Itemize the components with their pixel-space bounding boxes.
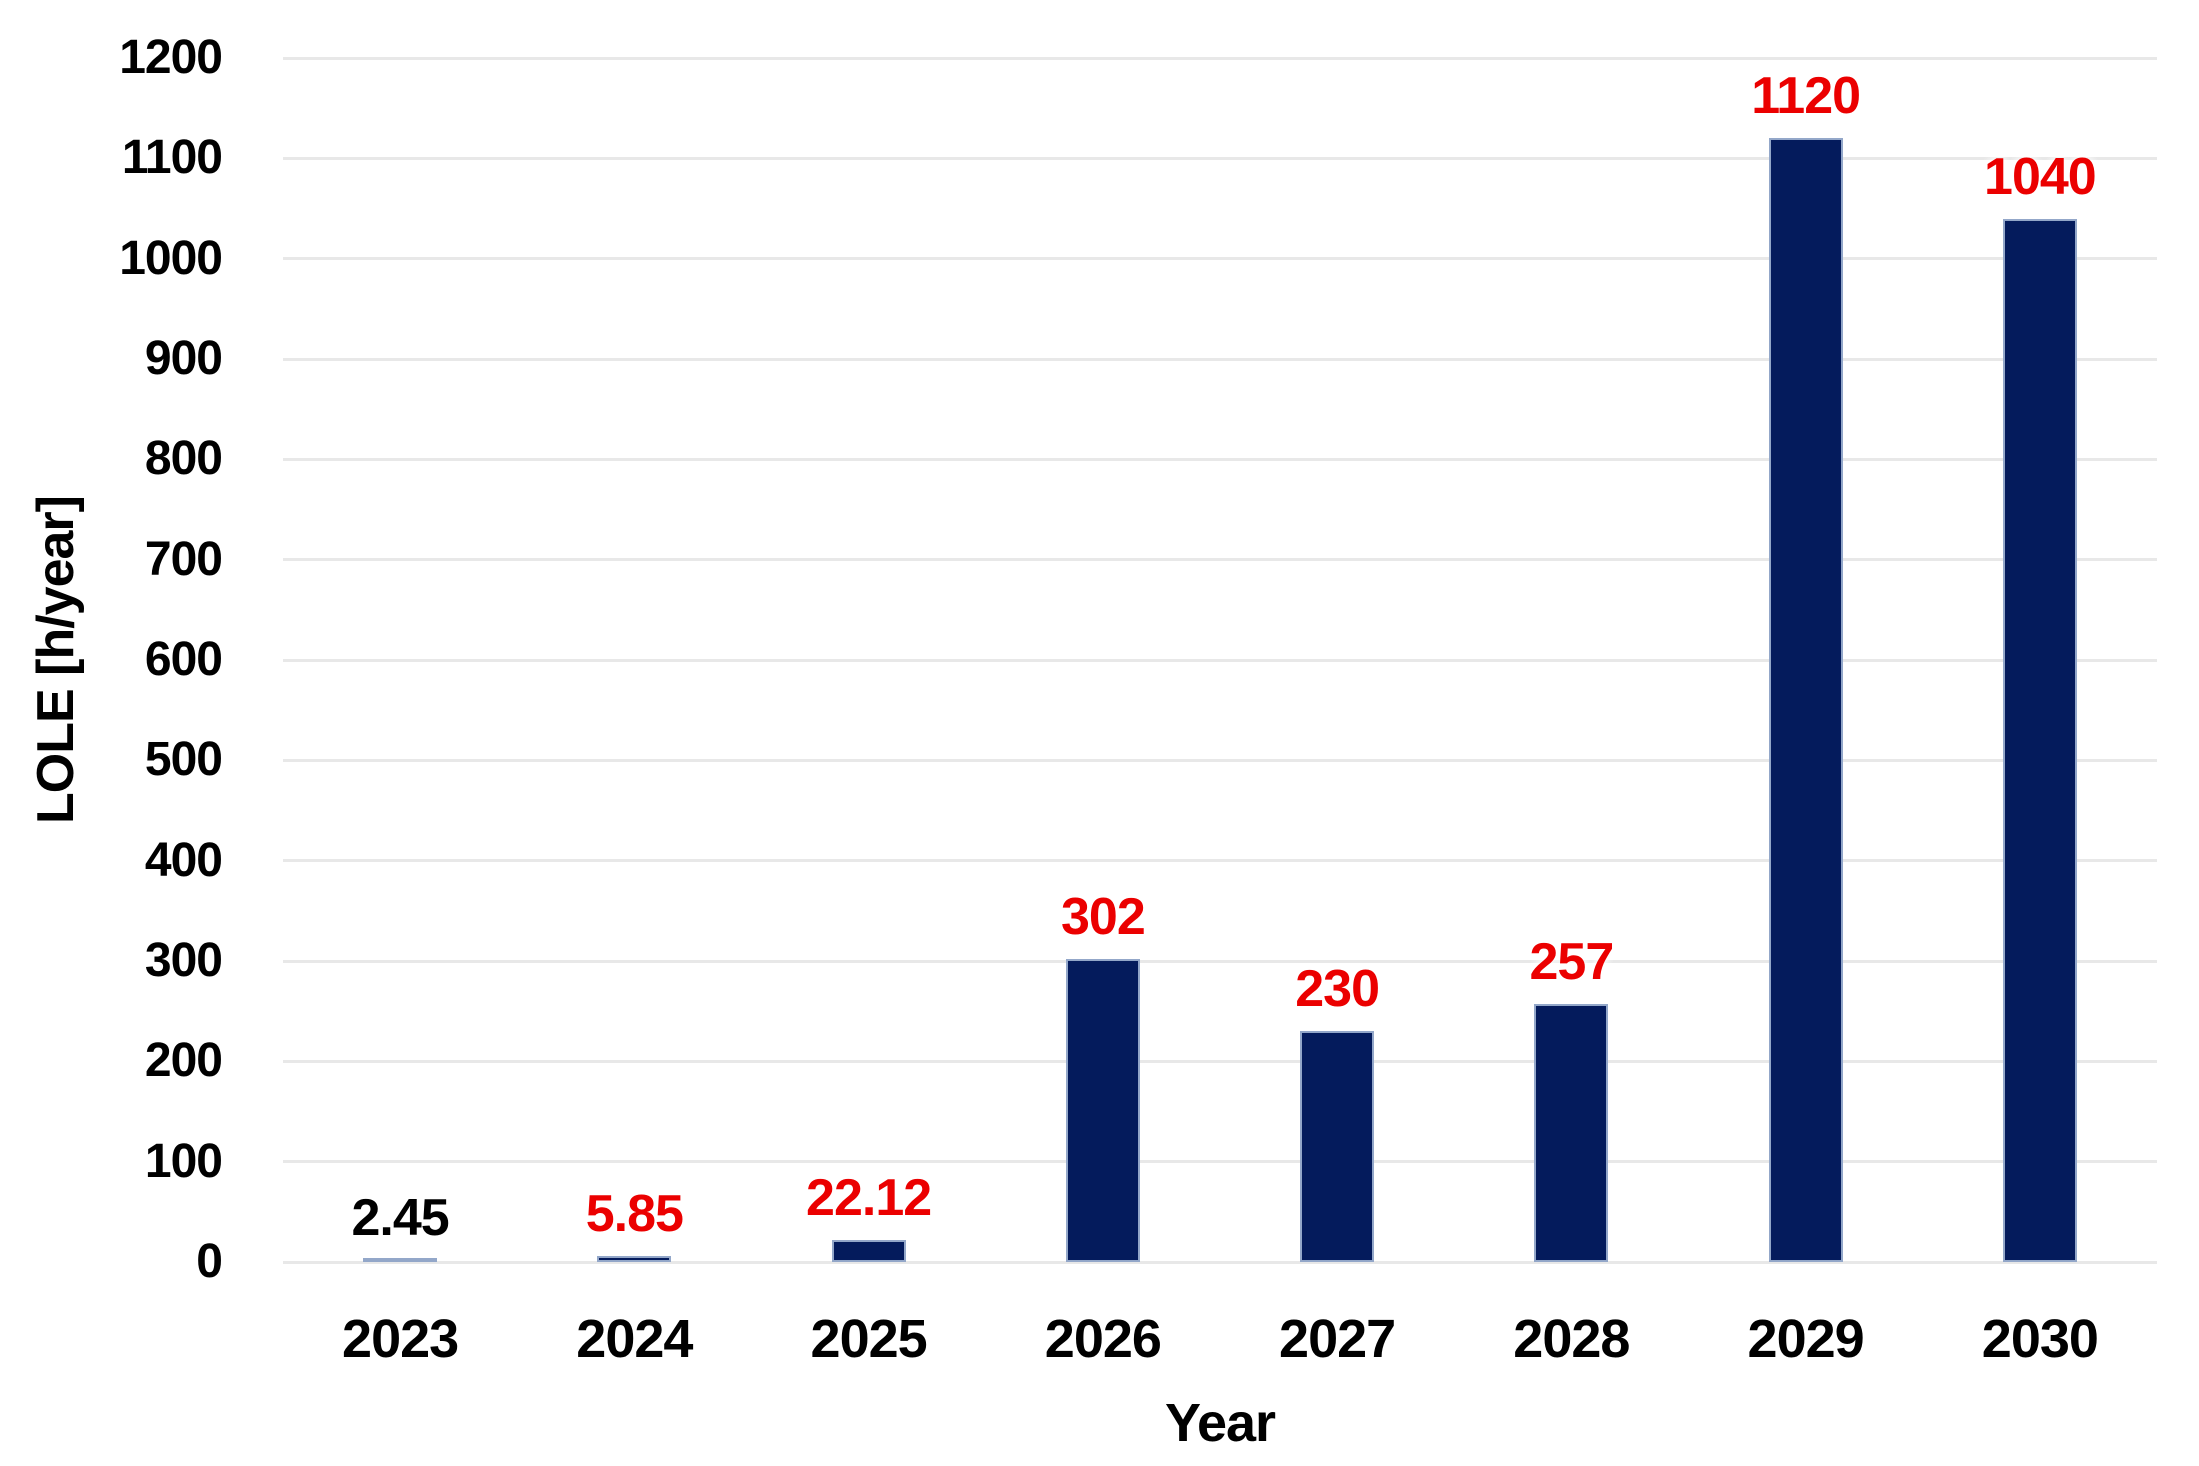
x-axis-ticks: 2023 2024 2025 2026 2027 2028 2029 2030 <box>283 1312 2157 1372</box>
gridline <box>283 558 2157 562</box>
bar-value-label: 22.12 <box>806 1168 932 1227</box>
category-cell-2026: 302 <box>986 58 1220 1262</box>
x-tick-label: 2025 <box>810 1309 928 1369</box>
y-tick-label: 700 <box>144 532 223 586</box>
x-tick-label: 2023 <box>342 1309 459 1369</box>
bar-2025 <box>831 1239 906 1262</box>
gridline <box>283 658 2157 662</box>
y-tick-label: 1000 <box>119 231 223 285</box>
bar-value-label: 230 <box>1295 960 1380 1019</box>
y-tick-label: 600 <box>144 633 223 686</box>
bar-value-label: 2.45 <box>351 1188 450 1247</box>
x-tick-label: 2027 <box>1279 1309 1396 1369</box>
gridline <box>283 959 2157 963</box>
category-cell-2024: 5.85 <box>517 58 751 1262</box>
x-tick-label: 2024 <box>576 1309 693 1369</box>
bar-value-label: 1040 <box>1984 147 2097 206</box>
y-axis-ticks: 0 100 200 300 400 500 600 700 800 900 1000 1100 1200 <box>0 34 223 1286</box>
x-tick-label: 2030 <box>1981 1309 2099 1369</box>
gridline <box>283 56 2157 60</box>
x-axis-title: Year <box>1164 1393 1276 1453</box>
y-tick-label: 1100 <box>121 131 223 185</box>
y-tick-label: 900 <box>144 332 223 385</box>
gridline <box>283 1160 2157 1164</box>
plot-area: 2.45 5.85 22.12 302 230 257 1120 1040 <box>283 56 2157 1264</box>
bar-value-label: 1120 <box>1751 67 1861 126</box>
y-tick-label: 0 <box>196 1235 223 1288</box>
bar-value-label: 257 <box>1529 933 1614 992</box>
gridline <box>283 1260 2157 1264</box>
y-tick-label: 500 <box>144 733 223 787</box>
bar-2027 <box>1300 1031 1375 1262</box>
bar-2030 <box>2002 218 2077 1262</box>
category-cell-2023: 2.45 <box>283 58 517 1262</box>
bar-2024 <box>597 1256 672 1262</box>
category-cell-2028: 257 <box>1454 58 1688 1262</box>
y-tick-label: 1200 <box>119 31 223 84</box>
gridline <box>283 758 2157 762</box>
gridline <box>283 457 2157 461</box>
x-tick-label: 2029 <box>1747 1309 1865 1369</box>
y-tick-label: 400 <box>144 833 223 887</box>
bar-2023 <box>363 1258 438 1262</box>
x-tick-label: 2026 <box>1044 1309 1162 1369</box>
category-cell-2030: 1040 <box>1923 58 2157 1262</box>
bar-value-label: 5.85 <box>585 1185 684 1244</box>
bar-2028 <box>1534 1004 1609 1262</box>
gridline <box>283 156 2157 160</box>
x-tick-label: 2028 <box>1513 1309 1630 1369</box>
gridline <box>283 1059 2157 1063</box>
y-tick-label: 100 <box>144 1134 223 1188</box>
y-tick-label: 200 <box>144 1034 223 1088</box>
bar-2026 <box>1065 959 1140 1262</box>
y-tick-label: 300 <box>144 934 223 987</box>
bar-value-label: 302 <box>1060 888 1146 946</box>
category-cell-2025: 22.12 <box>752 58 986 1262</box>
y-tick-label: 800 <box>144 432 223 486</box>
gridline <box>283 257 2157 261</box>
category-cell-2027: 230 <box>1220 58 1454 1262</box>
category-cell-2029: 1120 <box>1689 58 1923 1262</box>
gridline <box>283 357 2157 361</box>
bar-2029 <box>1768 138 1843 1262</box>
gridline <box>283 859 2157 863</box>
